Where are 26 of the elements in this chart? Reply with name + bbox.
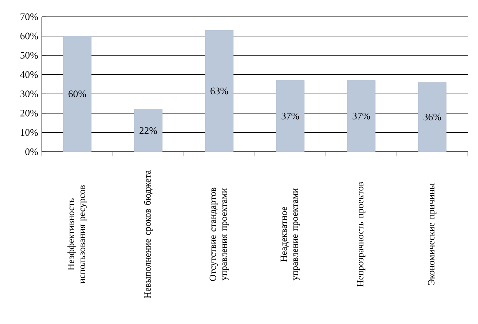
bar <box>347 80 376 152</box>
bar <box>134 109 163 152</box>
y-tick-label: 50% <box>20 52 38 59</box>
y-tick-label: 60% <box>20 32 38 40</box>
y-tick-label: 0% <box>26 148 38 156</box>
y-tick-label: 40% <box>20 71 38 78</box>
y-tick-label: 10% <box>21 129 38 136</box>
x-tick-label: Невыполнение сроков бюджета <box>144 170 153 298</box>
data-label: 36% <box>424 114 442 121</box>
y-tick-label: 20% <box>20 110 38 117</box>
data-label: 60% <box>68 90 86 98</box>
data-label: 37% <box>352 112 370 120</box>
data-label: 63% <box>210 88 228 95</box>
bar <box>63 36 92 152</box>
x-tick-label: Неэффективность использования ресурсов <box>68 186 88 284</box>
x-tick-label: Экономические причины <box>428 184 437 286</box>
x-tick-label: Неадекватное управление проектами <box>280 188 300 281</box>
y-tick-label: 30% <box>20 90 38 98</box>
data-label: 22% <box>140 127 158 134</box>
y-tick-label: 70% <box>20 14 38 20</box>
bar <box>276 80 305 152</box>
bar <box>205 30 234 152</box>
x-tick-label: Отсутствие стандартов управления проектами <box>210 188 230 282</box>
data-label: 37% <box>282 112 300 120</box>
bar <box>418 82 447 152</box>
x-tick-label: Непрозрачность проектов <box>357 182 366 287</box>
